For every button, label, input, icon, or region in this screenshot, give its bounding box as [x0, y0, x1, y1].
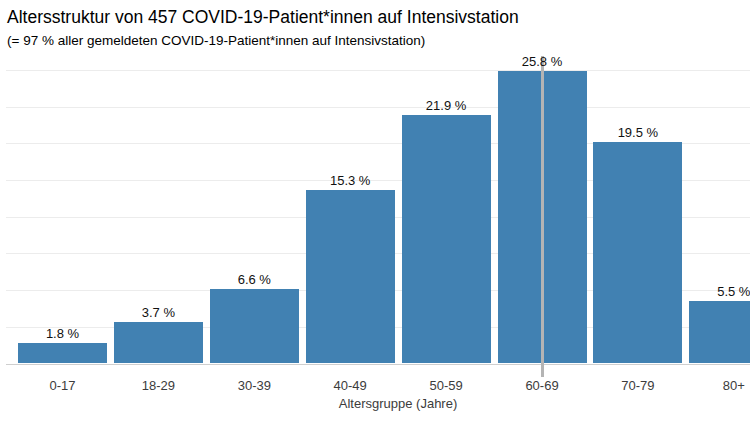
value-label: 6.6 % — [194, 272, 314, 287]
value-label: 5.5 % — [674, 284, 750, 299]
gridline — [6, 107, 750, 108]
bar-chart-plot-area: 1.8 %0-173.7 %18-296.6 %30-3915.3 %40-49… — [0, 0, 750, 422]
bar-80+[interactable] — [689, 301, 750, 363]
bar-40-49[interactable] — [306, 190, 395, 364]
value-label: 1.8 % — [3, 326, 123, 341]
value-label: 3.7 % — [98, 305, 218, 320]
value-label: 25.8 % — [482, 54, 602, 69]
value-label: 21.9 % — [386, 98, 506, 113]
covid-icu-age-structure-chart: Altersstruktur von 457 COVID-19-Patient*… — [0, 0, 750, 422]
bar-18-29[interactable] — [114, 322, 203, 364]
value-label: 19.5 % — [578, 125, 698, 140]
reference-line — [541, 56, 544, 377]
bar-30-39[interactable] — [210, 289, 299, 364]
bar-70-79[interactable] — [593, 142, 682, 363]
x-axis-baseline — [6, 364, 750, 365]
bar-0-17[interactable] — [18, 343, 107, 363]
value-label: 15.3 % — [290, 173, 410, 188]
x-axis-label: Altersgruppe (Jahre) — [248, 396, 548, 411]
bar-50-59[interactable] — [402, 115, 491, 363]
x-tick-label: 80+ — [674, 378, 750, 393]
gridline — [6, 70, 750, 71]
